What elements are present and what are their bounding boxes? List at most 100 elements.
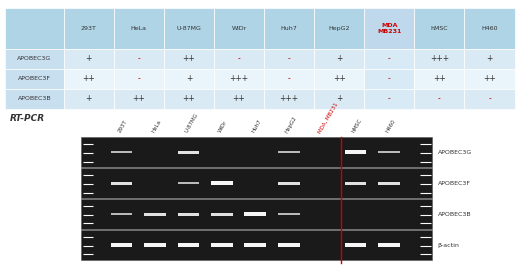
Bar <box>345 243 366 247</box>
Text: HeLa: HeLa <box>151 119 162 134</box>
Bar <box>314 89 364 109</box>
Bar <box>81 199 432 229</box>
Bar <box>214 69 264 89</box>
Text: 293T: 293T <box>117 120 129 134</box>
Bar <box>177 243 199 247</box>
Bar <box>211 243 233 247</box>
Text: Huh7: Huh7 <box>281 26 297 31</box>
Text: β-actin: β-actin <box>438 243 459 248</box>
Text: APOBEC3F: APOBEC3F <box>438 181 471 186</box>
Text: -: - <box>138 74 140 83</box>
Text: hMSC: hMSC <box>351 118 363 134</box>
Text: ++: ++ <box>333 74 346 83</box>
Bar <box>5 89 64 109</box>
Text: MDA
MB231: MDA MB231 <box>377 23 402 34</box>
Text: +: + <box>486 54 493 63</box>
Text: -: - <box>488 94 491 103</box>
Bar <box>214 89 264 109</box>
Text: HepG2: HepG2 <box>329 26 350 31</box>
Bar <box>264 69 314 89</box>
Bar <box>414 8 465 49</box>
Bar <box>364 8 414 49</box>
Bar <box>465 89 514 109</box>
Bar <box>465 69 514 89</box>
Bar <box>364 49 414 69</box>
Bar <box>5 49 64 69</box>
Text: -: - <box>388 74 391 83</box>
Bar <box>114 49 164 69</box>
Text: MDA, MB231: MDA, MB231 <box>318 101 339 134</box>
Text: RT-PCR: RT-PCR <box>10 114 45 123</box>
Text: U-87MG: U-87MG <box>176 26 201 31</box>
Text: ++: ++ <box>183 94 195 103</box>
Text: H460: H460 <box>385 119 397 134</box>
Bar <box>81 230 432 260</box>
Bar <box>465 49 514 69</box>
Text: +: + <box>336 94 343 103</box>
Text: APOBEC3F: APOBEC3F <box>18 76 51 81</box>
Text: ++: ++ <box>132 94 145 103</box>
Bar <box>64 69 114 89</box>
Text: +: + <box>86 94 92 103</box>
Bar <box>378 182 400 185</box>
Bar <box>111 182 132 185</box>
Bar <box>164 69 214 89</box>
Bar <box>64 8 114 49</box>
Bar <box>111 151 132 153</box>
Text: WiDr: WiDr <box>231 26 247 31</box>
Bar <box>114 69 164 89</box>
Text: U-87MG: U-87MG <box>184 113 199 134</box>
Text: +: + <box>186 74 192 83</box>
Text: -: - <box>288 74 291 83</box>
Bar <box>278 182 299 185</box>
Bar <box>177 213 199 216</box>
Text: WiDr: WiDr <box>217 120 228 134</box>
Bar <box>164 49 214 69</box>
Text: APOBEC3B: APOBEC3B <box>18 96 51 101</box>
Text: -: - <box>438 94 441 103</box>
Text: +: + <box>86 54 92 63</box>
Text: -: - <box>288 54 291 63</box>
Text: +++: +++ <box>430 54 449 63</box>
Text: ++: ++ <box>233 94 245 103</box>
Text: +++: +++ <box>229 74 249 83</box>
Bar <box>364 69 414 89</box>
Bar <box>278 213 299 215</box>
Bar <box>144 243 166 247</box>
Bar <box>465 8 514 49</box>
Bar <box>414 89 465 109</box>
Bar <box>114 8 164 49</box>
Bar <box>244 213 266 216</box>
Bar <box>378 151 400 153</box>
Bar <box>211 213 233 216</box>
Bar <box>164 89 214 109</box>
Text: -: - <box>388 94 391 103</box>
Text: HepG2: HepG2 <box>284 115 298 134</box>
Bar <box>211 181 233 185</box>
Bar <box>81 137 432 167</box>
Bar <box>345 182 366 185</box>
Text: +: + <box>336 54 343 63</box>
Text: 293T: 293T <box>81 26 97 31</box>
Bar <box>278 243 299 247</box>
Bar <box>314 8 364 49</box>
Bar <box>144 213 166 216</box>
Bar <box>5 8 64 49</box>
Bar <box>214 8 264 49</box>
Bar <box>64 49 114 69</box>
Text: -: - <box>238 54 240 63</box>
Text: -: - <box>138 54 140 63</box>
Bar <box>111 213 132 215</box>
Bar <box>364 89 414 109</box>
Text: APOBEC3G: APOBEC3G <box>17 56 51 61</box>
Bar <box>114 89 164 109</box>
Bar <box>264 89 314 109</box>
Bar <box>314 49 364 69</box>
Text: hMSC: hMSC <box>431 26 448 31</box>
Bar <box>214 49 264 69</box>
Text: HeLa: HeLa <box>131 26 147 31</box>
Text: -: - <box>388 54 391 63</box>
Bar <box>414 49 465 69</box>
Bar <box>111 243 132 247</box>
Text: Huh7: Huh7 <box>251 119 263 134</box>
